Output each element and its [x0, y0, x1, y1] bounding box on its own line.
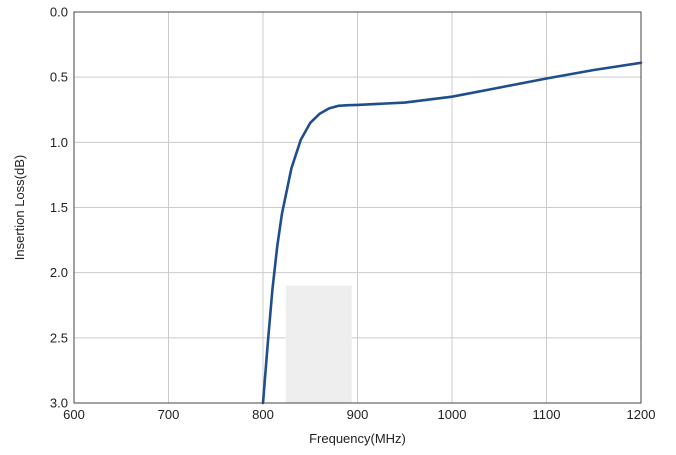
insertion-loss-line	[261, 61, 643, 405]
x-tick-labels: 600 700 800 900 1000 1100 1200	[63, 407, 655, 422]
x-tick-label: 700	[158, 407, 180, 422]
y-tick-label: 0.5	[50, 70, 68, 85]
x-tick-label: 1200	[627, 407, 656, 422]
x-tick-label: 1100	[533, 407, 561, 422]
grid-lines	[73, 11, 642, 404]
y-tick-label: 2.0	[50, 265, 68, 280]
y-tick-label: 0.0	[50, 5, 68, 20]
y-tick-label: 1.0	[50, 135, 68, 150]
x-tick-label: 1000	[438, 407, 467, 422]
y-tick-labels: 0.0 0.5 1.0 1.5 2.0 2.5 3.0	[50, 5, 68, 411]
x-axis-label: Frequency(MHz)	[309, 431, 406, 446]
x-tick-label: 900	[347, 407, 369, 422]
y-tick-label: 1.5	[50, 200, 68, 215]
plot-frame	[73, 11, 642, 404]
y-axis-label: Insertion Loss(dB)	[12, 155, 27, 261]
shaded-band-layer	[285, 285, 352, 403]
y-tick-label: 3.0	[50, 396, 68, 411]
shaded-band	[285, 285, 352, 403]
series-layer	[261, 61, 643, 405]
x-tick-label: 800	[252, 407, 274, 422]
x-tick-label: 600	[63, 407, 85, 422]
y-tick-label: 2.5	[50, 330, 68, 345]
